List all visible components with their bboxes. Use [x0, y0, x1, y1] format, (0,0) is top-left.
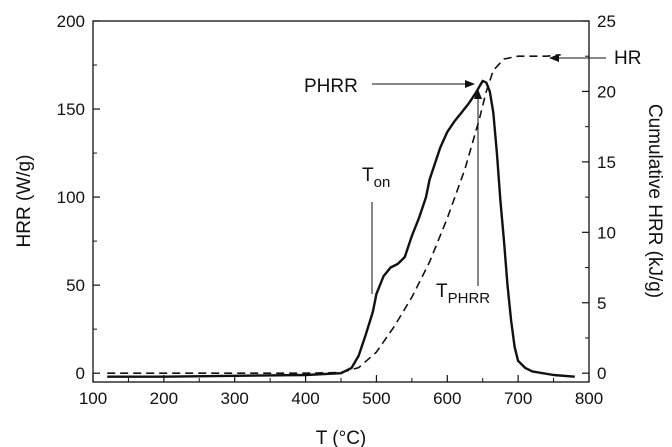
y2-tick-label: 15	[597, 153, 616, 172]
x-tick-label: 400	[291, 389, 319, 408]
x-tick-label: 700	[504, 389, 532, 408]
tphrr-main: T	[436, 281, 448, 302]
x-tick-label: 200	[150, 389, 178, 408]
phrr-label: PHRR	[304, 76, 358, 97]
y-tick-label: 150	[57, 100, 85, 119]
axis-ticks: 100 200 300 400 500 600 700 800 0 50 100 150 200 0 5 10…	[57, 12, 616, 408]
hrr-series-line	[107, 79, 575, 378]
y-axis-title: HRR (W/g)	[14, 155, 35, 248]
y2-tick-label: 25	[597, 12, 616, 31]
x-axis-title: T (°C)	[316, 428, 367, 447]
onset-sub: on	[374, 174, 391, 191]
x-tick-label: 800	[575, 389, 603, 408]
y2-tick-label: 20	[597, 82, 616, 101]
cumulative-hrr-series-line	[107, 54, 561, 375]
tphrr-label: TPHRR	[436, 281, 490, 307]
x-tick-label: 600	[433, 389, 461, 408]
onset-main: T	[362, 165, 374, 186]
x-tick-label: 100	[79, 389, 107, 408]
hr-label: HR	[614, 48, 641, 69]
y-tick-label: 0	[76, 364, 85, 383]
y2-tick-label: 0	[597, 364, 606, 383]
y-tick-label: 100	[57, 188, 85, 207]
y2-tick-label: 10	[597, 223, 616, 242]
onset-label: Ton	[362, 165, 390, 191]
y2-axis-title: Cumulative HRR (kJ/g)	[644, 104, 665, 298]
tphrr-sub: PHRR	[448, 290, 491, 307]
x-tick-label: 300	[221, 389, 249, 408]
y-tick-label: 200	[57, 12, 85, 31]
y-tick-label: 50	[66, 276, 85, 295]
y2-tick-label: 5	[597, 294, 606, 313]
x-tick-label: 500	[362, 389, 390, 408]
series-group	[107, 54, 575, 378]
